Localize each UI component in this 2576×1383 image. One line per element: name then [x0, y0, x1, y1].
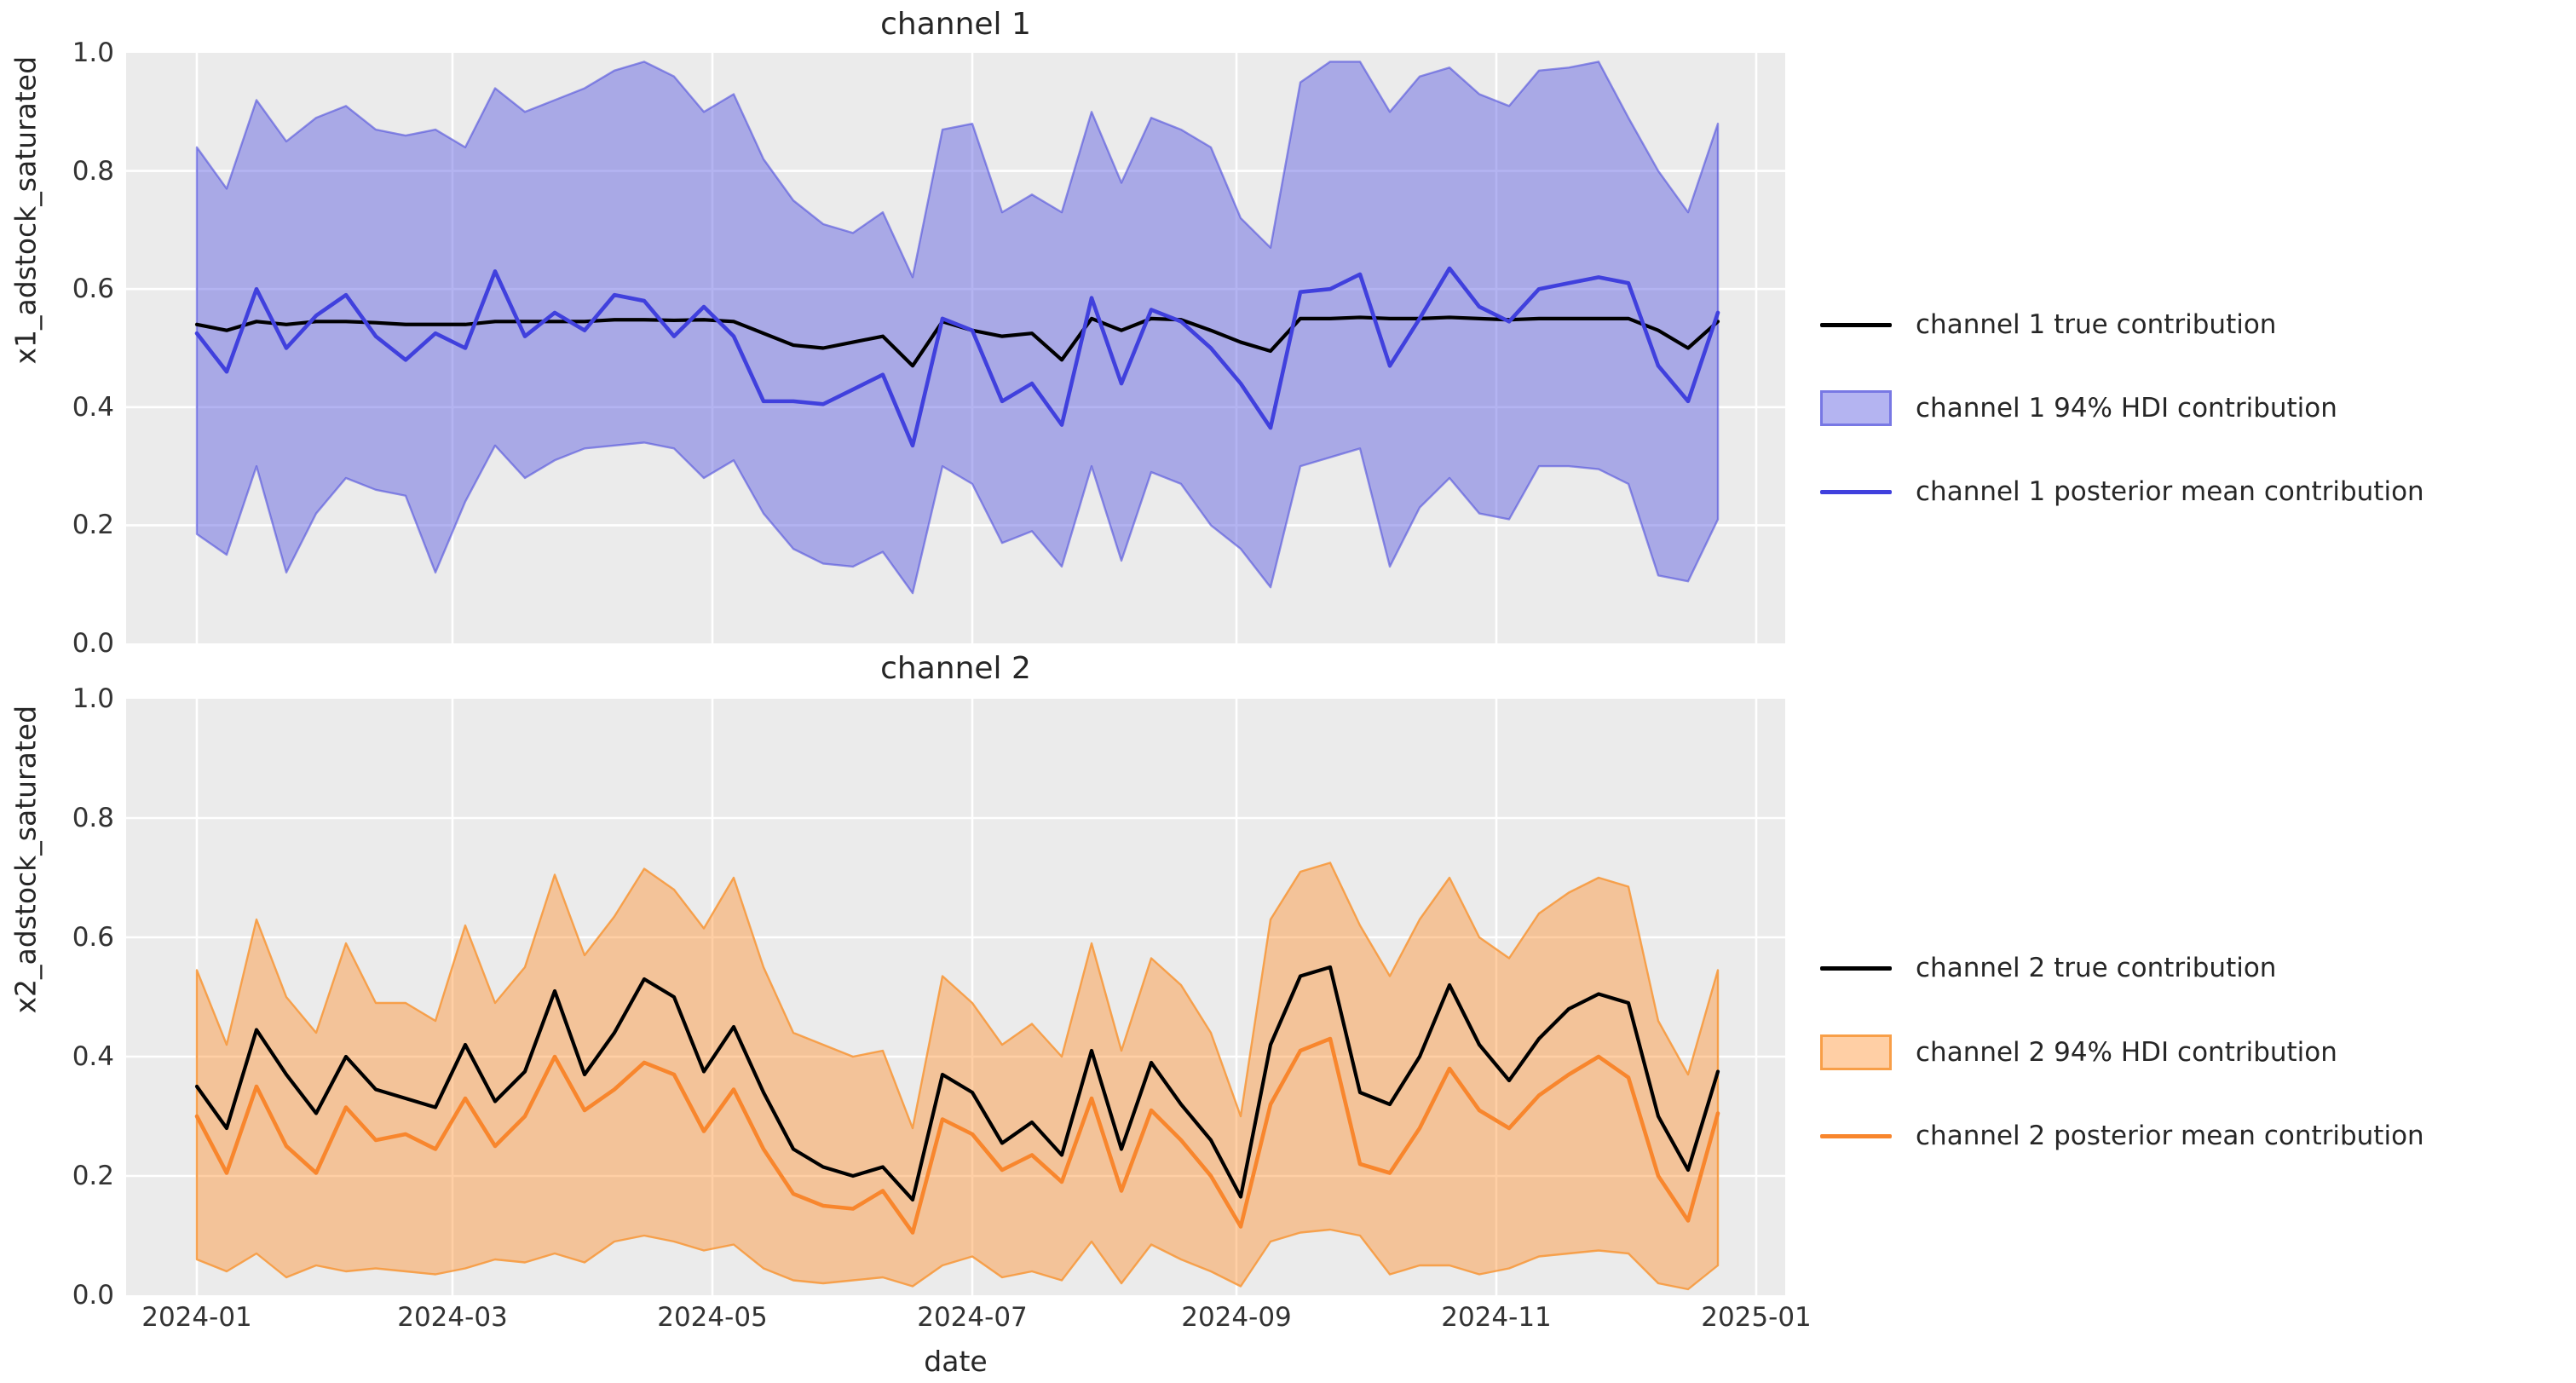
y-tick-label: 1.0: [72, 683, 114, 714]
x-tick-label: 2024-07: [917, 1302, 1028, 1333]
posterior-mean-line: [194, 266, 1720, 448]
chart2-plot-area: [126, 699, 1785, 1295]
legend-label: channel 2 true contribution: [1916, 953, 2277, 983]
hdi-band-swatch-icon: [1820, 390, 1892, 426]
chart1-legend-item-true: channel 1 true contribution: [1820, 306, 2276, 343]
posterior-mean-line: [194, 1036, 1720, 1235]
chart-svg: [126, 699, 1785, 1295]
chart1-title: channel 1: [880, 7, 1031, 42]
chart1-legend-item-posterior-mean: channel 1 posterior mean contribution: [1820, 473, 2424, 510]
legend-label: channel 1 true contribution: [1916, 309, 2277, 340]
blue-line-swatch-icon: [1820, 489, 1892, 494]
y-tick-label: 1.0: [72, 37, 114, 68]
legend-label: channel 1 94% HDI contribution: [1916, 393, 2337, 424]
x-tick-label: 2024-11: [1441, 1302, 1552, 1333]
hdi-band: [195, 861, 1720, 1291]
chart1-legend-item-hdi: channel 1 94% HDI contribution: [1820, 389, 2337, 427]
x-tick-label: 2024-05: [657, 1302, 768, 1333]
x-tick-label: 2024-01: [141, 1302, 252, 1333]
chart1-plot-area: [126, 53, 1785, 643]
chart2-y-axis-label: x2_adstock_saturated: [9, 705, 43, 1014]
legend-label: channel 1 posterior mean contribution: [1916, 476, 2424, 507]
x-tick-label: 2024-09: [1181, 1302, 1292, 1333]
chart1-y-axis-label: x1_adstock_saturated: [9, 55, 43, 365]
true-contribution-line: [194, 965, 1720, 1202]
chart2-legend-item-hdi: channel 2 94% HDI contribution: [1820, 1034, 2337, 1071]
x-axis-label: date: [924, 1345, 988, 1378]
chart2-legend-item-posterior-mean: channel 2 posterior mean contribution: [1820, 1117, 2424, 1155]
x-tick-label: 2024-03: [397, 1302, 508, 1333]
black-line-swatch-icon: [1820, 965, 1892, 971]
y-tick-label: 0.4: [72, 391, 114, 423]
y-tick-label: 0.6: [72, 922, 114, 953]
chart2-title: channel 2: [880, 651, 1031, 686]
legend-label: channel 2 94% HDI contribution: [1916, 1037, 2337, 1068]
y-tick-label: 0.8: [72, 155, 114, 187]
y-tick-label: 0.2: [72, 1161, 114, 1191]
hdi-band-swatch-icon: [1820, 1034, 1892, 1070]
y-tick-label: 0.4: [72, 1041, 114, 1072]
y-tick-label: 0.6: [72, 274, 114, 305]
black-line-swatch-icon: [1820, 322, 1892, 327]
chart-svg: [126, 53, 1785, 643]
x-tick-label: 2025-01: [1701, 1302, 1812, 1333]
chart2-legend-item-true: channel 2 true contribution: [1820, 949, 2276, 987]
y-tick-label: 0.8: [72, 803, 114, 833]
y-tick-label: 0.2: [72, 510, 114, 541]
y-tick-label: 0.0: [72, 1280, 114, 1311]
y-tick-label: 0.0: [72, 628, 114, 659]
orange-line-swatch-icon: [1820, 1133, 1892, 1138]
legend-label: channel 2 posterior mean contribution: [1916, 1121, 2424, 1151]
